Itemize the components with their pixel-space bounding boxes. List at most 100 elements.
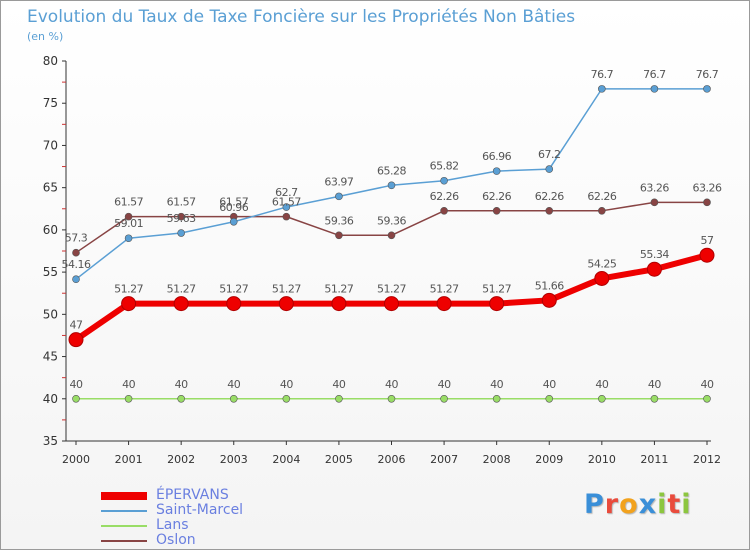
y-tick-label: 60 <box>43 223 58 237</box>
data-label-lans: 40 <box>438 378 451 391</box>
data-label-lans: 40 <box>701 378 714 391</box>
data-point-lans <box>440 394 448 403</box>
data-point-oslon <box>545 207 554 215</box>
data-label-oslon: 62.26 <box>587 190 616 203</box>
data-label-lans: 40 <box>490 378 503 391</box>
y-tick-label: 55 <box>43 265 58 279</box>
x-tick-label: 2004 <box>272 453 300 466</box>
data-label-lans: 40 <box>122 378 135 391</box>
x-tick-label: 2006 <box>378 453 406 466</box>
legend-swatch <box>101 524 147 527</box>
data-label--pervans: 51.27 <box>430 283 459 296</box>
data-label-saint-marcel: 59.63 <box>167 212 196 225</box>
data-label-oslon: 63.26 <box>640 181 669 194</box>
data-label-saint-marcel: 76.7 <box>696 68 719 81</box>
data-point-saint-marcel <box>703 85 711 93</box>
data-label-saint-marcel: 59.01 <box>114 217 143 230</box>
data-label--pervans: 51.27 <box>324 283 353 296</box>
data-point-lans <box>124 394 133 403</box>
y-tick-label: 45 <box>43 350 58 364</box>
data-label-saint-marcel: 66.96 <box>482 150 511 163</box>
y-tick-label: 40 <box>43 392 58 406</box>
data-point-lans <box>545 394 554 403</box>
y-tick-label: 75 <box>43 96 58 110</box>
legend-item--pervans: ÉPERVANS <box>101 488 243 503</box>
data-point-lans <box>282 394 291 403</box>
x-tick-label: 2002 <box>167 453 195 466</box>
data-label-oslon: 62.26 <box>482 190 511 203</box>
data-point-oslon <box>335 231 343 240</box>
data-point-saint-marcel <box>440 176 448 185</box>
data-point-saint-marcel <box>72 275 80 284</box>
data-point-oslon <box>650 198 659 207</box>
data-point-lans <box>387 394 396 403</box>
data-label--pervans: 54.25 <box>587 257 616 270</box>
data-label--pervans: 51.27 <box>377 283 406 296</box>
data-label-oslon: 62.26 <box>430 190 459 203</box>
data-point-oslon <box>440 207 448 215</box>
data-label--pervans: 47 <box>70 319 83 332</box>
data-point-oslon <box>387 231 396 240</box>
data-point-oslon <box>124 212 133 221</box>
data-point-lans <box>703 394 711 403</box>
data-point--pervans <box>331 296 347 312</box>
data-label-oslon: 57.3 <box>65 232 88 245</box>
legend-label: Lans <box>156 517 189 533</box>
data-point-saint-marcel <box>229 217 238 226</box>
data-point-lans <box>72 394 80 403</box>
data-label--pervans: 51.27 <box>482 283 511 296</box>
x-tick-label: 2007 <box>430 453 458 466</box>
legend-label: ÉPERVANS <box>156 487 229 503</box>
data-point-lans <box>492 394 501 403</box>
x-tick-label: 2005 <box>325 453 353 466</box>
legend-label: Saint-Marcel <box>156 502 244 518</box>
data-point--pervans <box>699 247 715 263</box>
x-tick-label: 2011 <box>640 453 668 466</box>
series-line-oslon <box>75 201 707 254</box>
chart-title: Evolution du Taux de Taxe Foncière sur l… <box>27 7 576 27</box>
data-point-saint-marcel <box>650 85 659 93</box>
data-point-lans <box>229 394 238 403</box>
legend-swatch <box>101 509 147 512</box>
data-label-lans: 40 <box>543 378 556 391</box>
data-label-oslon: 59.36 <box>377 214 406 227</box>
x-tick-label: 2012 <box>693 453 721 466</box>
data-point-oslon <box>72 248 80 257</box>
data-label-oslon: 61.57 <box>272 196 301 209</box>
data-label-saint-marcel: 76.7 <box>591 68 614 81</box>
proxiti-logo: Proxiti <box>584 489 692 520</box>
y-tick-label: 65 <box>43 181 58 195</box>
y-tick-label: 80 <box>43 54 58 68</box>
data-label-oslon: 63.26 <box>693 181 722 194</box>
data-point-saint-marcel <box>177 229 185 237</box>
chart-subtitle: (en %) <box>27 30 64 43</box>
data-label-oslon: 61.57 <box>114 196 143 209</box>
data-point--pervans <box>68 332 84 348</box>
x-tick-label: 2001 <box>115 453 143 466</box>
data-label-lans: 40 <box>70 378 83 391</box>
legend-item-saint-marcel: Saint-Marcel <box>101 503 243 518</box>
legend-item-oslon: Oslon <box>101 533 243 548</box>
data-point-oslon <box>492 207 501 215</box>
data-point--pervans <box>646 261 662 277</box>
data-label-saint-marcel: 63.97 <box>324 175 353 188</box>
y-tick-label: 70 <box>43 138 58 152</box>
data-label-lans: 40 <box>595 378 608 391</box>
data-point--pervans <box>278 296 294 312</box>
data-label--pervans: 51.27 <box>114 283 143 296</box>
data-point-lans <box>335 394 343 403</box>
data-label--pervans: 57 <box>701 234 714 247</box>
legend-label: Oslon <box>156 532 196 548</box>
data-point--pervans <box>594 270 610 286</box>
data-label-oslon: 62.26 <box>535 190 564 203</box>
x-tick-label: 2008 <box>483 453 511 466</box>
data-label-saint-marcel: 65.28 <box>377 164 406 177</box>
data-point-saint-marcel <box>492 167 501 175</box>
data-label-oslon: 61.57 <box>219 196 248 209</box>
data-label-lans: 40 <box>227 378 240 391</box>
data-label-lans: 40 <box>648 378 661 391</box>
data-label-saint-marcel: 67.2 <box>538 148 561 161</box>
data-label--pervans: 51.27 <box>219 283 248 296</box>
data-label--pervans: 51.27 <box>272 283 301 296</box>
